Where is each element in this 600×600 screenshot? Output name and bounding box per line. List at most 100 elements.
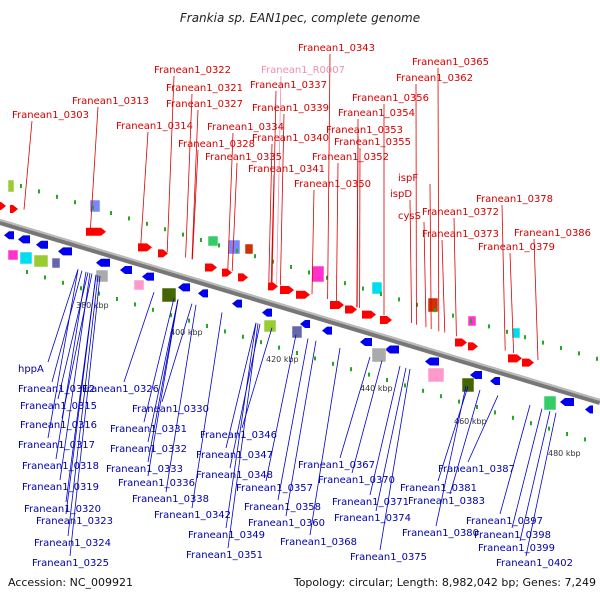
reverse-gene-arrow [490,377,500,385]
reverse-gene-arrow [470,371,482,379]
feature-box [19,251,33,265]
feature-box [89,199,101,213]
forward-gene-label: Franean1_0327 [166,99,243,110]
forward-strand-labels: Franean1_0303 Franean1_0313 Franean1_0314 F… [12,43,591,253]
reverse-gene-label: Franean1_0399 [478,543,555,554]
green-tick [380,292,382,296]
green-tick [350,367,352,372]
feature-box [427,367,445,383]
leader-line [191,312,223,509]
green-tick [224,329,226,334]
leader-line [61,273,93,419]
reverse-gene-label: Franean1_0342 [154,510,231,521]
green-tick [56,194,58,199]
feature-box [161,287,177,303]
leader-line [225,322,257,449]
green-tick [476,405,478,409]
green-tick [326,275,328,280]
forward-gene-label: Franean1_0372 [422,207,499,218]
reverse-gene-label: Franean1_0316 [20,420,97,431]
forward-gene-label: Franean1_0341 [248,164,325,175]
reverse-gene-label: Franean1_0325 [32,558,109,569]
green-tick [416,302,418,307]
green-tick [494,410,496,415]
forward-gene-arrow [330,301,344,309]
feature-box [33,254,49,268]
green-tick [74,200,76,205]
reverse-gene-label: hppA [18,364,44,375]
green-tick [182,232,184,237]
green-tick [434,308,436,313]
green-tick [404,383,406,388]
forward-gene-arrow [280,286,294,294]
green-tick [560,346,562,350]
reverse-gene-label: Franean1_0312 [18,384,95,395]
reverse-gene-arrow [18,235,30,244]
feature-box [207,235,219,247]
forward-gene-arrow [362,310,376,319]
leader-line [437,386,469,482]
green-tick [344,281,346,286]
reverse-gene-label: Franean1_0326 [82,384,159,395]
leader-line [231,162,238,272]
leader-line [429,183,432,330]
reverse-gene-label: Franean1_0347 [196,450,273,461]
leader-line [519,410,551,542]
green-tick [128,216,130,221]
reverse-gene-label: Franean1_0338 [132,494,209,505]
reverse-gene-label: Franean1_0317 [18,440,95,451]
reverse-gene-label: Franean1_0387 [438,464,515,475]
forward-gene-label: Franean1_0379 [478,242,555,253]
leader-line [147,299,179,443]
forward-gene-label: Franean1_0314 [116,121,193,132]
green-tick [272,259,274,264]
reverse-gene-arrow [262,308,272,317]
green-tick [368,372,370,377]
reverse-gene-arrow [385,345,399,354]
reverse-gene-label: Franean1_0380 [402,528,479,539]
reverse-gene-label: Franean1_0370 [318,475,395,486]
green-tick [110,211,112,215]
green-tick [236,248,238,253]
feature-box [263,319,277,333]
gene-features [0,202,593,414]
reverse-gene-label: Franean1_0398 [474,530,551,541]
forward-gene-label: Franean1_0321 [166,83,243,94]
leader-line [67,275,99,537]
green-tick [290,265,292,269]
leader-line [47,269,79,439]
forward-gene-arrow [238,273,248,282]
green-tick [488,324,490,329]
green-tick [206,324,208,328]
green-tick [152,307,154,312]
green-tick [20,184,22,188]
leader-line [501,204,506,351]
forward-gene-label: Franean1_0353 [326,125,403,136]
leader-line [166,75,175,253]
green-tick [596,356,598,361]
leader-line [65,274,97,515]
reverse-gene-label: Franean1_0318 [22,461,99,472]
forward-gene-arrow [508,354,522,363]
green-tick [332,361,334,366]
leader-line [161,303,193,403]
reverse-gene-label: Franean1_0381 [400,483,477,494]
forward-gene-label: Franean1_0334 [207,122,284,133]
forward-gene-label: ispF [398,173,418,184]
green-tick [512,415,514,420]
leader-line [499,404,531,515]
forward-gene-label: Franean1_0355 [334,137,411,148]
leader-line [165,304,197,493]
reverse-gene-arrow [585,405,593,414]
leader-line [327,53,331,300]
green-tick [242,334,244,339]
leader-line [369,365,401,496]
accession: Accession: NC_009921 [8,576,133,589]
reverse-gene-label: Franean1_0346 [200,430,277,441]
feature-boxes [7,179,557,411]
leader-line [123,292,155,383]
leader-line [356,118,359,308]
reverse-gene-label: Franean1_0368 [280,537,357,548]
reverse-gene-label: Franean1_0319 [22,482,99,493]
